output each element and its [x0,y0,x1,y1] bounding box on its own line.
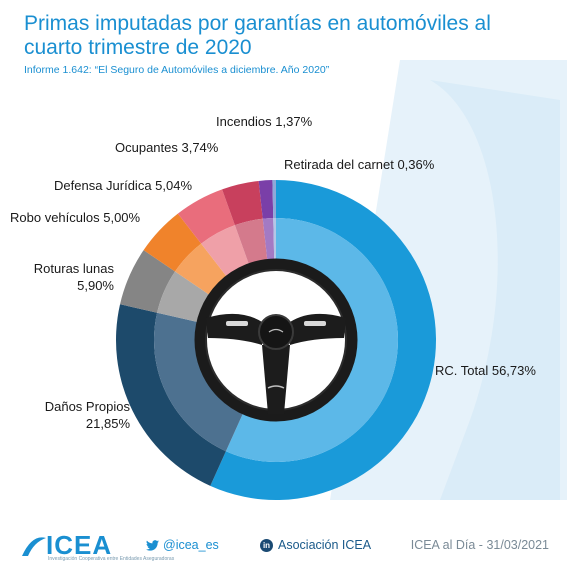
page-subtitle: Informe 1.642: “El Seguro de Automóviles… [24,64,330,76]
slice-defensa-jur-dica [177,189,235,244]
slice-inner-retirada-del-carnet [273,218,276,261]
label-roturas-lunas: Roturas lunas 5,90% [33,261,114,293]
twitter-bird-icon [146,539,159,551]
label-defensa-juridica: Defensa Jurídica 5,04% [54,178,193,193]
linkedin-link[interactable]: in Asociación ICEA [260,538,371,552]
slice-robo-veh-culos [143,213,202,272]
slice-inner-incendios [262,218,275,261]
label-danos-propios: Daños Propios 21,85% [44,399,130,431]
label-robo-vehiculos: Robo vehículos 5,00% [10,210,141,225]
footer-date: ICEA al Día - 31/03/2021 [410,538,549,552]
linkedin-icon: in [260,538,273,552]
slice-ocupantes [222,180,263,226]
label-ocupantes: Ocupantes 3,74% [115,140,219,155]
slice-rc-total [210,180,436,500]
slice-inner-robo-veh-culos [175,243,227,296]
slice-inner-rc-total [225,218,398,462]
slice-inner-defensa-jur-dica [201,225,250,277]
slice-da-os-propios [115,304,226,486]
footer: ICEA Investigación Cooperativa entre Ent… [0,520,567,567]
slice-retirada-del-carnet [272,180,276,219]
label-retirada-carnet: Retirada del carnet 0,36% [284,157,435,172]
slice-roturas-lunas [120,250,176,313]
slice-incendios [258,180,274,219]
page-title: Primas imputadas por garantías en automó… [24,12,491,59]
label-incendios: Incendios 1,37% [216,114,313,129]
slice-inner-roturas-lunas [157,271,210,323]
steering-wheel-icon [194,258,358,422]
twitter-link[interactable]: @icea_es [146,538,219,552]
slice-inner-ocupantes [234,218,268,265]
label-rc-total: RC. Total 56,73% [435,363,536,378]
slice-inner-da-os-propios [153,312,244,452]
